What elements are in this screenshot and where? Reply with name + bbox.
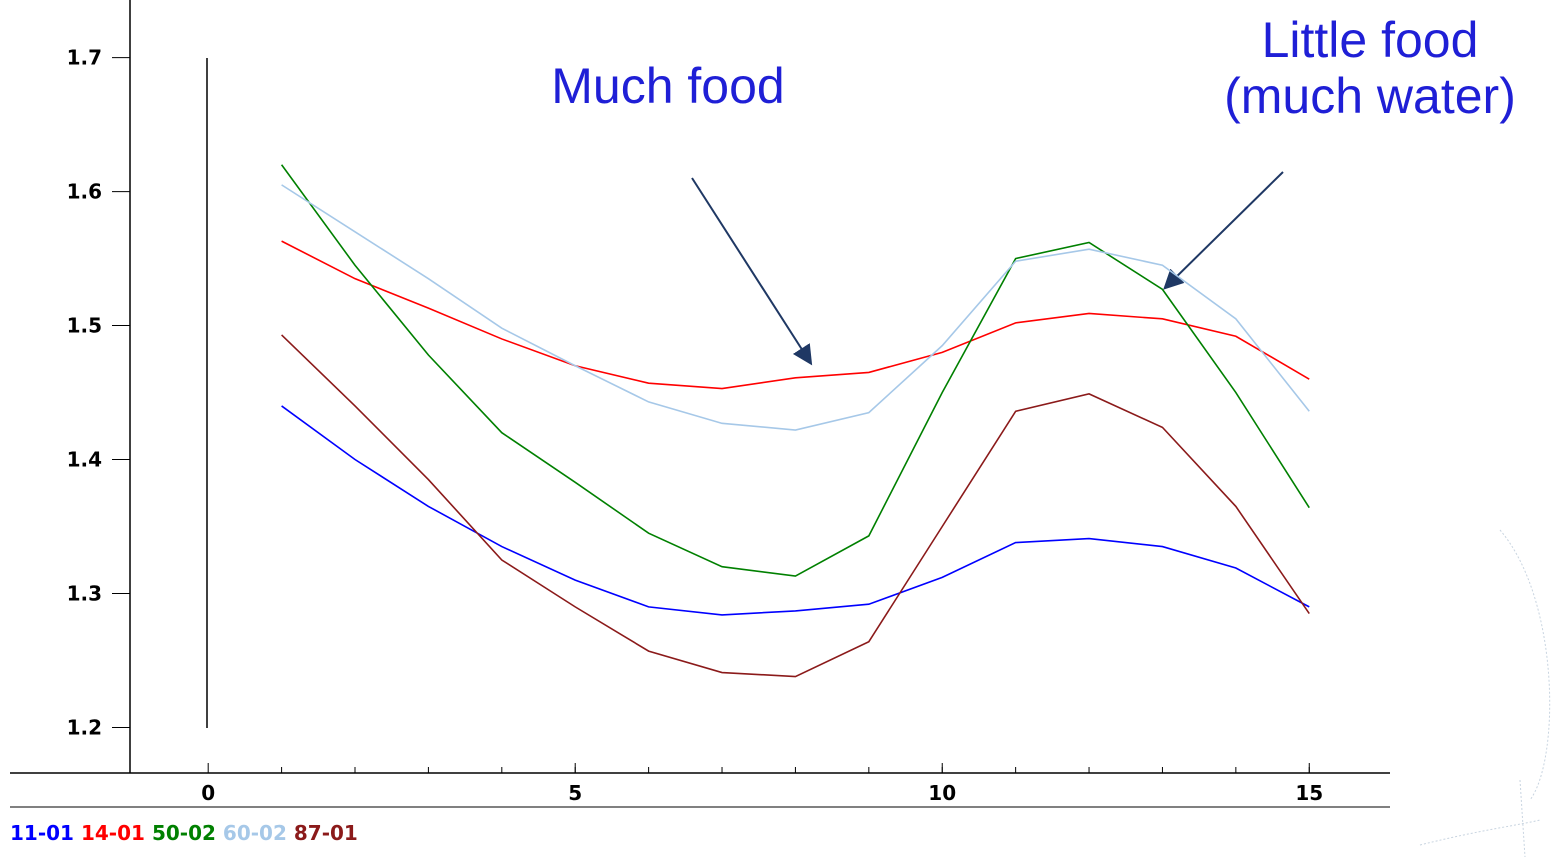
x-tick-label: 0 bbox=[201, 781, 215, 805]
series-line bbox=[281, 334, 1310, 678]
legend-entry: 87-01 bbox=[294, 821, 358, 845]
legend-entry: 11-01 bbox=[10, 821, 74, 845]
y-tick-label: 1.3 bbox=[67, 581, 102, 605]
annotation: Much food bbox=[551, 58, 784, 114]
y-tick-label: 1.2 bbox=[67, 715, 102, 739]
legend-entry: 14-01 bbox=[81, 821, 145, 845]
y-tick-label: 1.6 bbox=[67, 180, 102, 204]
decoration bbox=[1419, 529, 1551, 857]
legend-entry: 60-02 bbox=[223, 821, 287, 845]
x-tick-label: 5 bbox=[568, 781, 582, 805]
annotation: (much water) bbox=[1224, 68, 1516, 124]
series-line bbox=[281, 184, 1310, 431]
y-tick-label: 1.4 bbox=[67, 448, 102, 472]
annotation: Little food bbox=[1262, 12, 1479, 68]
series-line bbox=[281, 405, 1310, 616]
x-tick-label: 10 bbox=[928, 781, 956, 805]
y-tick-label: 1.5 bbox=[67, 314, 102, 338]
series-line bbox=[281, 240, 1310, 390]
x-tick-label: 15 bbox=[1295, 781, 1323, 805]
annotation-arrow bbox=[1163, 171, 1284, 290]
series-line bbox=[280, 164, 1310, 577]
y-tick-label: 1.7 bbox=[67, 46, 102, 70]
annotation-arrow bbox=[691, 177, 813, 366]
legend-entry: 50-02 bbox=[152, 821, 216, 845]
